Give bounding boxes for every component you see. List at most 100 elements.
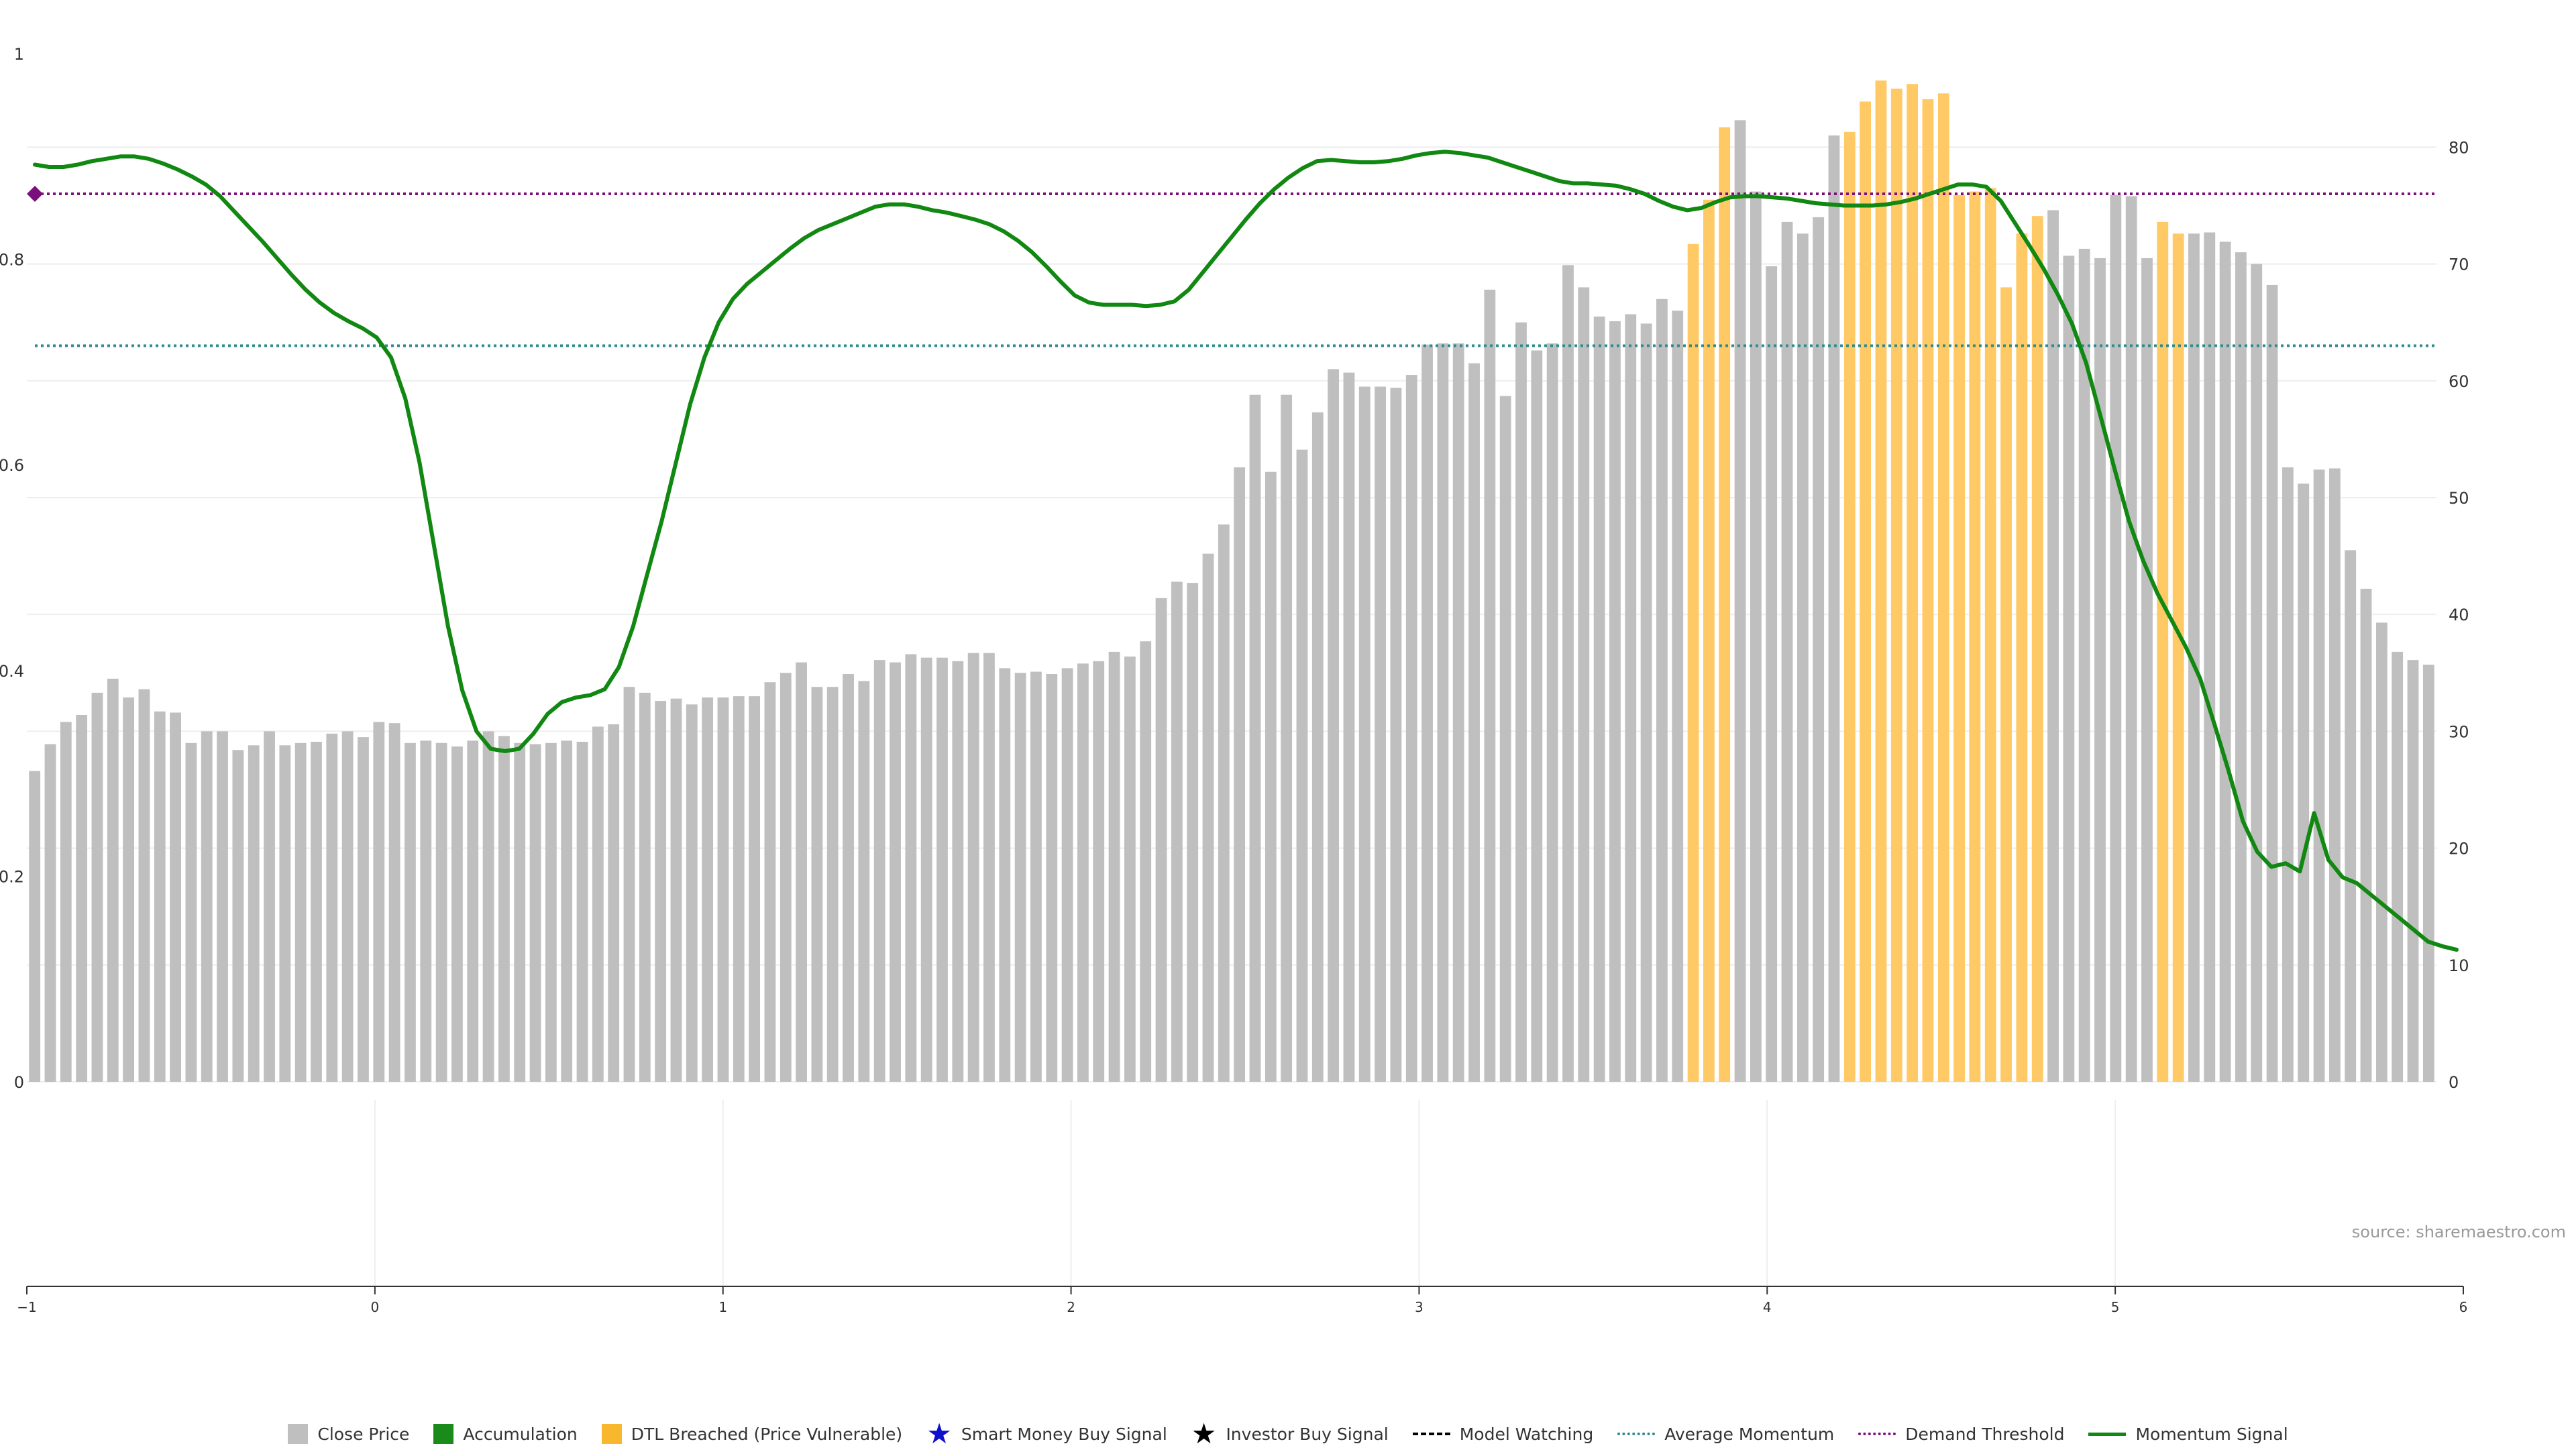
close-price-bar — [1437, 343, 1449, 1082]
close-price-bar — [2251, 264, 2263, 1082]
close-price-bar — [2063, 256, 2075, 1082]
close-price-bar — [733, 696, 745, 1082]
close-price-bar — [2047, 210, 2059, 1082]
close-price-bar — [1296, 449, 1308, 1082]
close-price-bar — [1202, 553, 1214, 1082]
x-tick-label: 2 — [1067, 1299, 1075, 1315]
close-price-bar — [1766, 266, 1778, 1082]
close-price-bar — [702, 697, 714, 1082]
close-price-bar — [2141, 258, 2153, 1082]
legend-dtl-breached[interactable]: DTL Breached (Price Vulnerable) — [601, 1424, 903, 1444]
close-price-bar — [326, 733, 338, 1082]
close-price-bar — [529, 744, 541, 1082]
close-price-bar — [1813, 217, 1825, 1082]
close-price-bar — [232, 750, 244, 1082]
close-price-bar — [1593, 316, 1605, 1082]
legend-label: Demand Threshold — [1905, 1424, 2065, 1444]
close-price-bar — [920, 657, 932, 1082]
close-price-bar — [1234, 467, 1246, 1082]
close-price-bar — [1781, 221, 1793, 1082]
close-price-bar — [686, 704, 698, 1082]
close-price-bar — [1578, 287, 1590, 1082]
close-price-bar — [796, 662, 807, 1082]
lines-layer — [27, 150, 2459, 952]
close-price-bar — [2282, 467, 2294, 1082]
legend-average-momentum[interactable]: Average Momentum — [1617, 1425, 1834, 1444]
black-star-icon: ★ — [1191, 1417, 1217, 1450]
y-right-tick-label: 30 — [2449, 722, 2469, 741]
momentum-signal-line — [33, 150, 2459, 952]
y-left-tick-label: 0.8 — [0, 251, 24, 270]
y-right-tick-label: 60 — [2449, 372, 2469, 391]
axes-layer: 0 10 20 30 40 50 60 70 80 0 0.2 0.4 0.6 0.8 1 −1 0 1 2 3 4 5 6 — [0, 45, 2469, 1315]
legend-investor-buy[interactable]: ★ Investor Buy Signal — [1191, 1417, 1389, 1450]
close-price-bar — [138, 689, 150, 1082]
close-price-bar — [1155, 598, 1167, 1082]
legend-label: Momentum Signal — [2135, 1424, 2288, 1444]
close-price-bar — [1796, 233, 1809, 1082]
close-price-bar — [76, 715, 88, 1082]
legend-accumulation[interactable]: Accumulation — [433, 1424, 578, 1444]
close-price-bar — [467, 740, 479, 1082]
legend-close-price[interactable]: Close Price — [288, 1424, 409, 1444]
close-price-bar — [1750, 191, 1762, 1082]
y-right-tick-label: 80 — [2449, 138, 2469, 157]
dtl-breached-bar — [1953, 194, 1965, 1082]
close-price-bar — [576, 742, 588, 1082]
close-price-bar — [170, 712, 181, 1082]
close-price-bar — [967, 653, 979, 1082]
dtl-breached-bar — [1984, 188, 1996, 1082]
close-price-bar — [717, 697, 729, 1082]
close-price-bar — [1390, 388, 1402, 1082]
close-price-bar — [843, 674, 854, 1082]
legend-smart-money[interactable]: ★ Smart Money Buy Signal — [926, 1417, 1167, 1450]
close-price-bar — [2219, 241, 2231, 1082]
close-price-bar — [2360, 588, 2372, 1082]
close-price-bar — [1499, 396, 1511, 1082]
y-left-tick-label: 1 — [14, 45, 24, 64]
close-price-bar — [2345, 550, 2357, 1082]
close-price-bar — [1281, 394, 1293, 1082]
close-price-bar — [358, 737, 369, 1082]
dtl-breached-bar — [2031, 216, 2043, 1082]
close-price-bar — [623, 687, 635, 1082]
dtl-breached-bar — [1843, 131, 1856, 1082]
close-price-bar — [264, 731, 275, 1082]
y-right-tick-label: 70 — [2449, 256, 2469, 274]
source-label: source: sharemaestro.com — [2352, 1223, 2566, 1241]
close-price-bar — [2078, 248, 2090, 1082]
x-tick-label: 5 — [2111, 1299, 2120, 1315]
close-price-bar — [670, 698, 682, 1082]
close-price-bar — [435, 742, 447, 1082]
close-price-bar — [341, 731, 354, 1082]
close-price-bar — [1515, 322, 1527, 1082]
close-price-bar — [1061, 668, 1073, 1082]
legend-momentum-signal[interactable]: Momentum Signal — [2088, 1425, 2288, 1444]
close-price-bar — [1828, 135, 1840, 1082]
close-price-bar — [1609, 321, 1621, 1082]
blue-star-icon: ★ — [926, 1417, 952, 1450]
close-price-bar — [1734, 120, 1746, 1082]
close-price-bar — [123, 697, 134, 1082]
close-price-bar — [1328, 369, 1339, 1082]
x-tick-label: 1 — [718, 1299, 727, 1315]
close-price-bar — [311, 742, 322, 1082]
accumulation-swatch — [433, 1424, 454, 1444]
close-price-bar — [1562, 265, 1574, 1082]
close-price-bar — [388, 723, 400, 1082]
y-right-tick-label: 20 — [2449, 840, 2469, 858]
close-price-bar — [2188, 233, 2200, 1082]
dtl-breached-bar — [1937, 93, 1949, 1082]
legend-demand-threshold[interactable]: Demand Threshold — [1858, 1425, 2064, 1444]
close-price-bar — [639, 692, 651, 1082]
close-price-bar — [1077, 663, 1089, 1082]
solid-line-icon — [2088, 1432, 2127, 1436]
close-price-bar — [873, 660, 885, 1082]
close-price-bar — [1421, 344, 1433, 1082]
legend-label: DTL Breached (Price Vulnerable) — [631, 1424, 903, 1444]
close-price-bar — [1640, 323, 1652, 1082]
legend-model-watching[interactable]: Model Watching — [1412, 1425, 1593, 1444]
close-price-bar — [2235, 252, 2247, 1082]
close-price-bar — [1452, 343, 1464, 1082]
